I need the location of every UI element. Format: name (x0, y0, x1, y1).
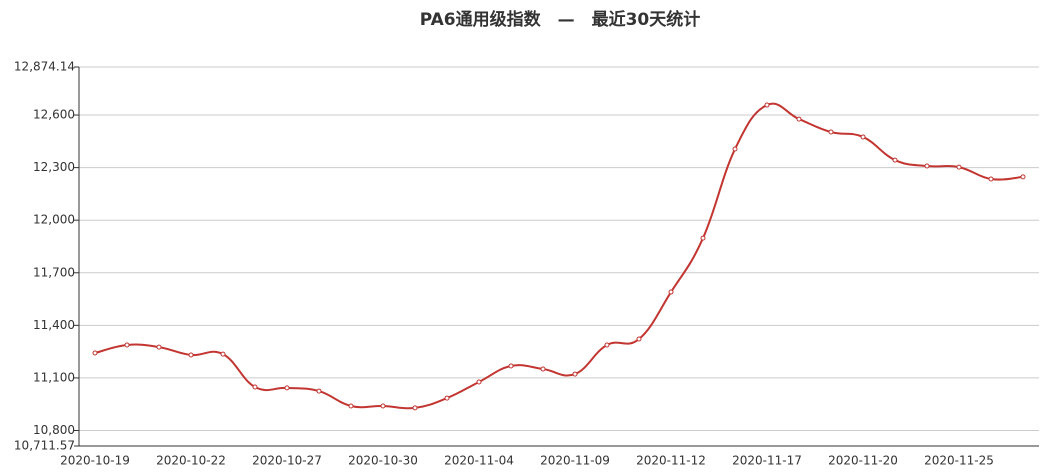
data-point (956, 164, 962, 170)
data-point (156, 344, 162, 350)
x-tick-label: 2020-11-20 (828, 454, 898, 468)
data-point (348, 403, 354, 409)
data-point (572, 371, 578, 377)
data-point (284, 385, 290, 391)
y-tick-label: 12,000 (33, 213, 75, 227)
data-point (892, 157, 898, 163)
data-point (476, 379, 482, 385)
data-point (700, 235, 706, 241)
data-point (188, 352, 194, 358)
y-tick-label: 11,700 (33, 265, 75, 279)
x-tick-label: 2020-11-17 (732, 454, 802, 468)
x-tick-label: 2020-10-19 (60, 454, 130, 468)
chart-title: PA6通用级指数 — 最近30天统计 (420, 9, 701, 30)
data-point (316, 388, 322, 394)
data-point (860, 134, 866, 140)
x-tick-label: 2020-11-12 (636, 454, 706, 468)
data-point (796, 116, 802, 122)
data-point (540, 366, 546, 372)
y-tick-label: 11,400 (33, 318, 75, 332)
data-point (732, 146, 738, 152)
x-tick-label: 2020-11-25 (924, 454, 994, 468)
data-point (636, 336, 642, 342)
line-series (94, 102, 1024, 410)
x-tick-label: 2020-10-22 (156, 454, 226, 468)
y-tick-label: 11,100 (33, 370, 75, 384)
data-point (508, 363, 514, 369)
data-point (444, 395, 450, 401)
y-tick-label: 10,711.57 (14, 439, 75, 453)
data-point (220, 351, 226, 357)
x-tick-label: 2020-11-04 (444, 454, 514, 468)
data-point (764, 102, 770, 108)
data-point (604, 342, 610, 348)
data-point (252, 384, 258, 390)
y-tick-label: 12,300 (33, 160, 75, 174)
data-point (412, 405, 418, 411)
x-tick-label: 2020-10-30 (348, 454, 418, 468)
y-tick-label: 12,874.14 (14, 60, 75, 74)
data-point (92, 350, 98, 356)
data-point (380, 403, 386, 409)
y-tick-label: 12,600 (33, 108, 75, 122)
data-point (124, 342, 130, 348)
data-point (828, 129, 834, 135)
x-tick-label: 2020-11-09 (540, 454, 610, 468)
data-point (668, 289, 674, 295)
data-point (988, 176, 994, 182)
data-point (924, 163, 930, 169)
x-tick-label: 2020-10-27 (252, 454, 322, 468)
y-tick-label: 10,800 (33, 423, 75, 437)
data-point (1020, 174, 1026, 180)
